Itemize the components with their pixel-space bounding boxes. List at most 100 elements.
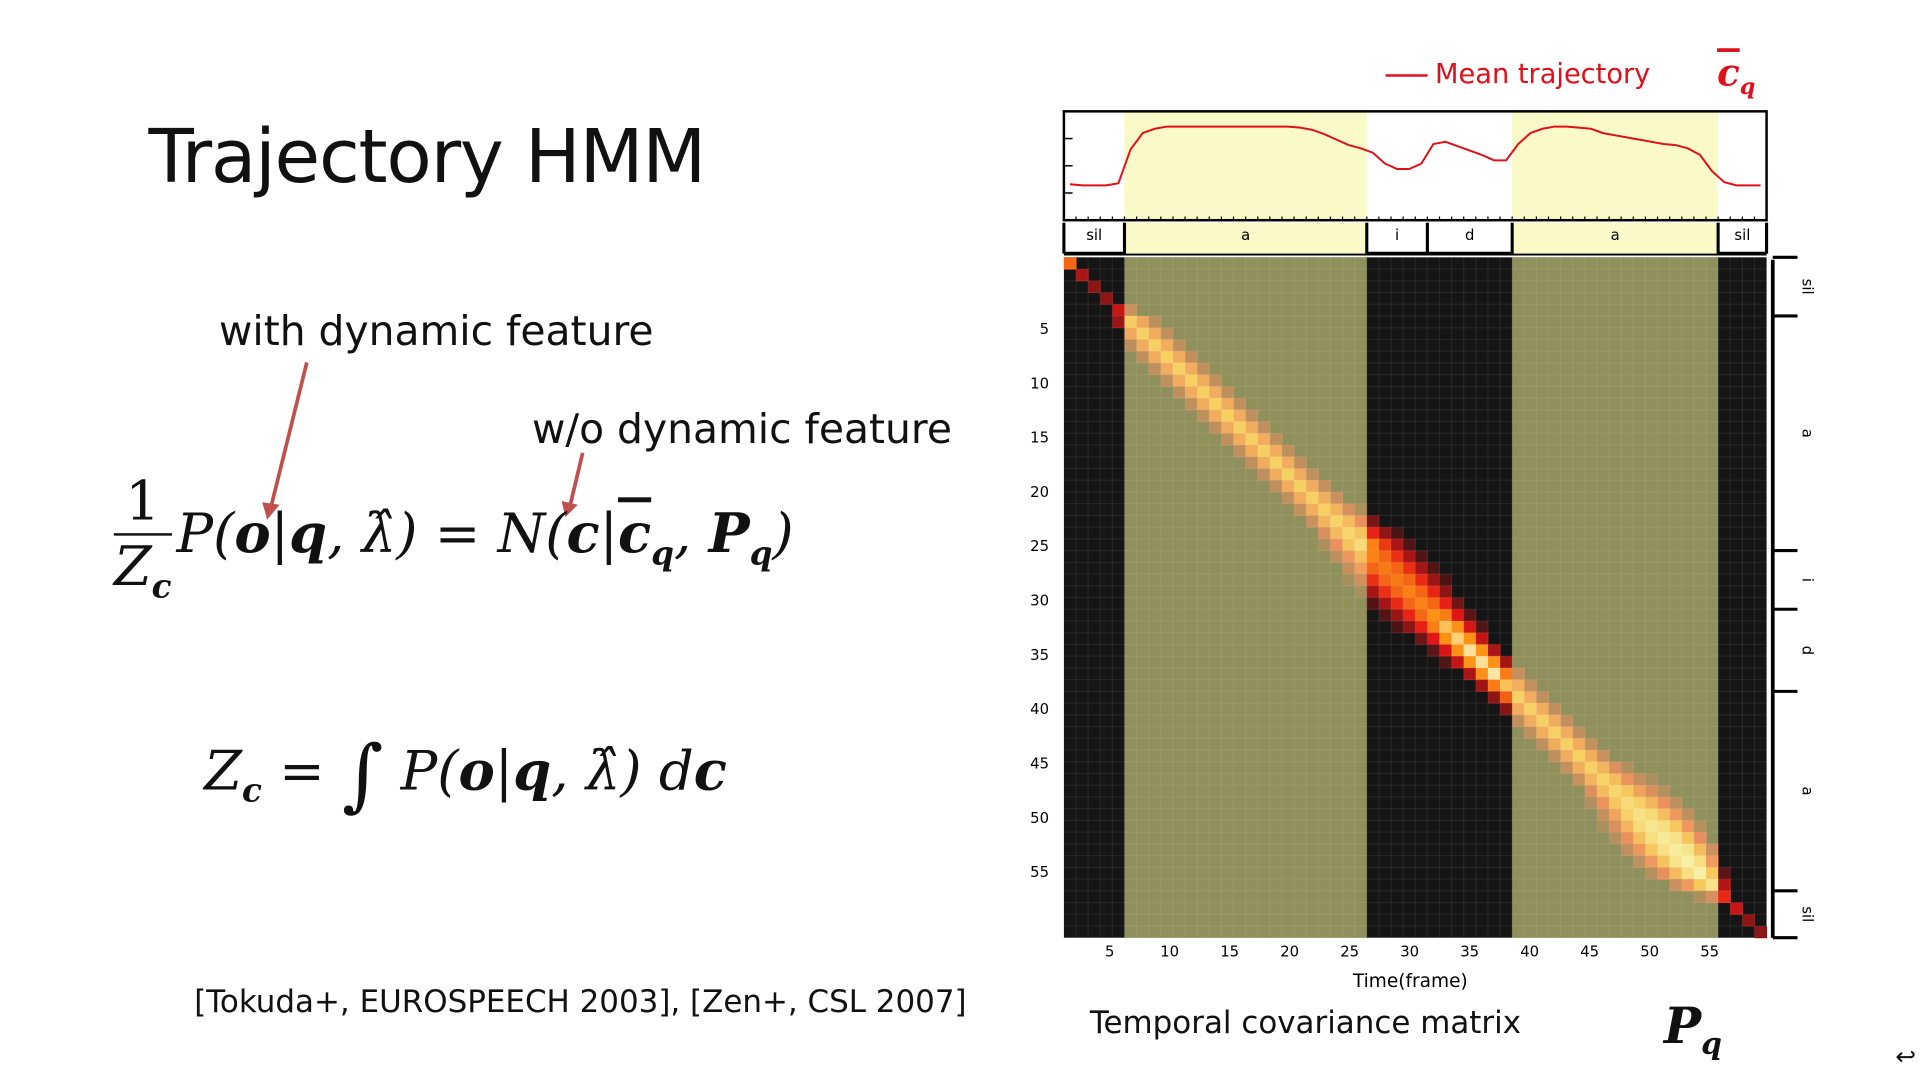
heatmap-cell <box>1366 562 1380 575</box>
heatmap-cell <box>1463 620 1477 634</box>
heatmap-cell <box>1463 609 1477 622</box>
close: ) <box>396 502 418 566</box>
segment-label-a: a <box>1241 227 1250 244</box>
heatmap-cell <box>1754 925 1768 939</box>
right-segment-label-sil: sil <box>1798 906 1815 922</box>
heatmap <box>1063 257 1768 939</box>
z-sub: c <box>151 567 172 606</box>
segment-highlight <box>1124 222 1367 254</box>
heatmap-cell <box>1378 527 1392 540</box>
bar: | <box>494 739 514 803</box>
heatmap-cell <box>1500 691 1513 704</box>
heatmap-cell <box>1378 574 1392 587</box>
heatmap-cell <box>1439 644 1453 657</box>
right-segment-label-i: i <box>1798 578 1815 582</box>
heatmap-cell <box>1487 691 1501 704</box>
heatmap-cell <box>1487 656 1501 669</box>
comma: , <box>327 502 362 566</box>
right-segment-label-a: a <box>1798 429 1815 438</box>
heatmap-cell <box>1378 597 1392 610</box>
heatmap-cell <box>1427 574 1440 587</box>
segment-label-a: a <box>1611 227 1620 244</box>
right-segment-label-a: a <box>1798 787 1815 796</box>
y-tick-label: 15 <box>1030 430 1049 447</box>
highlight-column-overlay <box>1124 257 1367 938</box>
formula-normalizer: Zc = ∫ P(o|q, λ̂) dc <box>204 730 727 822</box>
x-tick-label: 40 <box>1520 943 1539 960</box>
lambda: λ̂ <box>585 739 621 803</box>
y-tick-label: 10 <box>1030 375 1049 392</box>
heatmap-cell <box>1463 632 1477 645</box>
segment-label-sil: sil <box>1734 227 1750 244</box>
right-segment-label-d: d <box>1798 646 1815 655</box>
heatmap-cell <box>1415 609 1428 622</box>
d: d <box>641 739 694 803</box>
heatmap-cell <box>1451 597 1465 610</box>
formula-trajectory-hmm: 1 Zc P(o|q, λ̂) = N(c|cq, Pq) <box>113 470 794 606</box>
heatmap-cell <box>1451 656 1465 669</box>
heatmap-cell <box>1439 620 1453 634</box>
heatmap-cell <box>1500 703 1513 716</box>
heatmap-cell <box>1415 562 1428 575</box>
heatmap-cell <box>1415 574 1428 587</box>
heatmap-cell <box>1391 562 1404 575</box>
heatmap-cell <box>1427 620 1440 634</box>
heatmap-cell <box>1463 667 1477 681</box>
arrow-without <box>568 452 585 506</box>
heatmap-cell <box>1391 609 1404 622</box>
heatmap-cell <box>1718 867 1731 880</box>
c-bar-sub: q <box>651 534 675 574</box>
denominator: Zc <box>114 536 172 606</box>
highlight-band <box>1124 111 1367 221</box>
chart-legend: Mean trajectory <box>1385 59 1651 91</box>
heatmap-cell <box>1366 585 1380 599</box>
heatmap-cell <box>1427 609 1440 622</box>
heatmap-cell <box>1112 315 1125 329</box>
heatmap-cell <box>1415 632 1428 645</box>
close: ) <box>620 739 642 803</box>
y-tick-label: 50 <box>1030 810 1049 827</box>
arrow-with <box>269 362 309 508</box>
x-tick-label: 25 <box>1340 943 1359 960</box>
c-bar: c <box>1717 51 1740 96</box>
heatmap-cell <box>1451 609 1465 622</box>
heatmap-cell <box>1427 597 1440 610</box>
heatmap-cell <box>1378 585 1392 599</box>
equals: = <box>417 502 498 566</box>
y-tick-label: 35 <box>1030 647 1049 664</box>
p: P( <box>383 739 459 803</box>
heatmap-cell <box>1463 656 1477 669</box>
heatmap-cell <box>1475 644 1489 657</box>
heatmap-cell <box>1112 304 1125 317</box>
highlight-column-overlay <box>1512 257 1719 938</box>
heatmap-cell <box>1088 280 1101 294</box>
o: o <box>458 739 495 803</box>
heatmap-cell <box>1451 644 1465 657</box>
heatmap-cell <box>1366 527 1380 540</box>
heatmap-cell <box>1366 538 1380 552</box>
segment-highlight <box>1512 222 1719 254</box>
heatmap-cell <box>1391 574 1404 587</box>
heatmap-cell <box>1487 667 1501 681</box>
n: N( <box>497 502 567 566</box>
x-tick-label: 50 <box>1640 943 1659 960</box>
heatmap-cell <box>1439 597 1453 610</box>
citation: [Tokuda+, EUROSPEECH 2003], [Zen+, CSL 2… <box>194 983 967 1020</box>
return-icon: ↩ <box>1895 1041 1916 1072</box>
x-tick-label: 35 <box>1460 943 1479 960</box>
legend-label: Mean trajectory <box>1435 59 1651 91</box>
P: P <box>708 502 750 566</box>
fraction: 1 Zc <box>113 470 172 606</box>
heatmap-cell <box>1500 656 1513 669</box>
heatmap-cell <box>1403 550 1416 563</box>
chart-caption: Temporal covariance matrix <box>1089 1004 1522 1041</box>
heatmap-cell <box>1475 632 1489 645</box>
integral: ∫ <box>342 729 384 822</box>
matrix-symbol: Pq <box>1664 997 1722 1061</box>
c-bar-sub: q <box>1739 74 1756 101</box>
heatmap-cell <box>1439 585 1453 599</box>
heatmap-cell <box>1403 574 1416 587</box>
heatmap-cell <box>1403 597 1416 610</box>
